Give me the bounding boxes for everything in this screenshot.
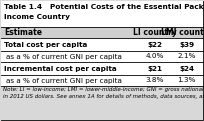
Bar [1,62,203,75]
Text: Incremental cost per capita: Incremental cost per capita [4,65,117,72]
Bar [1,75,203,86]
Text: 4.0%: 4.0% [146,53,164,60]
Text: Note: LI = low-income; LMI = lower-middle-income; GNI = gross national income.: Note: LI = low-income; LMI = lower-middl… [3,87,204,92]
Bar [1,38,203,51]
Text: Income Country: Income Country [4,14,70,20]
Text: Table 1.4   Potential Costs of the Essential Package in a Styl: Table 1.4 Potential Costs of the Essenti… [4,4,204,10]
Text: 3.8%: 3.8% [146,77,164,83]
Bar [1,86,203,120]
Bar [1,27,203,38]
Text: $22: $22 [147,42,163,48]
Text: $24: $24 [179,65,194,72]
Text: $21: $21 [147,65,163,72]
Text: LI country: LI country [133,28,177,37]
Text: 2.1%: 2.1% [177,53,196,60]
Text: as a % of current GNI per capita: as a % of current GNI per capita [6,77,122,83]
Text: Total cost per capita: Total cost per capita [4,42,87,48]
Bar [1,51,203,62]
Text: as a % of current GNI per capita: as a % of current GNI per capita [6,53,122,60]
Bar [1,1,203,27]
Text: in 2012 US dollars. See annex 1A for details of methods, data sources, and assum: in 2012 US dollars. See annex 1A for det… [3,94,204,99]
Text: $39: $39 [179,42,194,48]
Text: Estimate: Estimate [4,28,42,37]
Text: LMI country: LMI country [161,28,204,37]
Text: 1.3%: 1.3% [177,77,196,83]
